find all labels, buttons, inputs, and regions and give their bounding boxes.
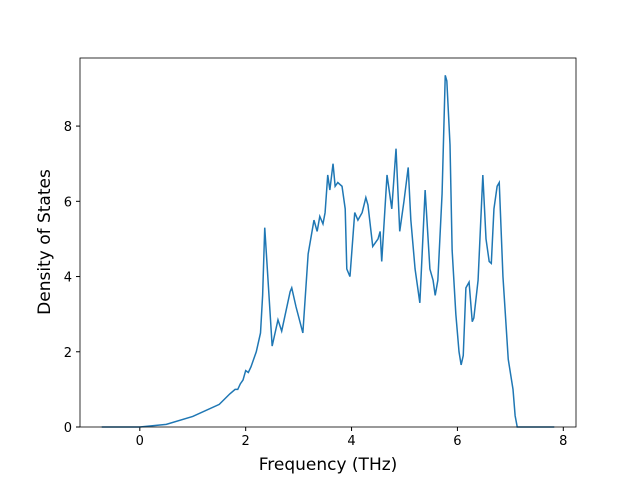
x-axis-label: Frequency (THz) [259, 455, 398, 475]
y-tick-label: 6 [64, 195, 72, 210]
line [101, 75, 555, 428]
y-tick-label: 4 [64, 271, 72, 286]
x-tick-label: 8 [559, 434, 567, 449]
x-tick-label: 0 [136, 434, 144, 449]
y-tick-label: 8 [64, 120, 72, 135]
y-tick-label: 2 [64, 346, 72, 361]
plot-frame [79, 57, 577, 428]
x-tick-label: 6 [453, 434, 461, 449]
x-tick-label: 2 [242, 434, 250, 449]
y-axis-label: Density of States [35, 169, 55, 315]
y-tick-label: 0 [64, 421, 72, 436]
x-tick-label: 4 [347, 434, 355, 449]
